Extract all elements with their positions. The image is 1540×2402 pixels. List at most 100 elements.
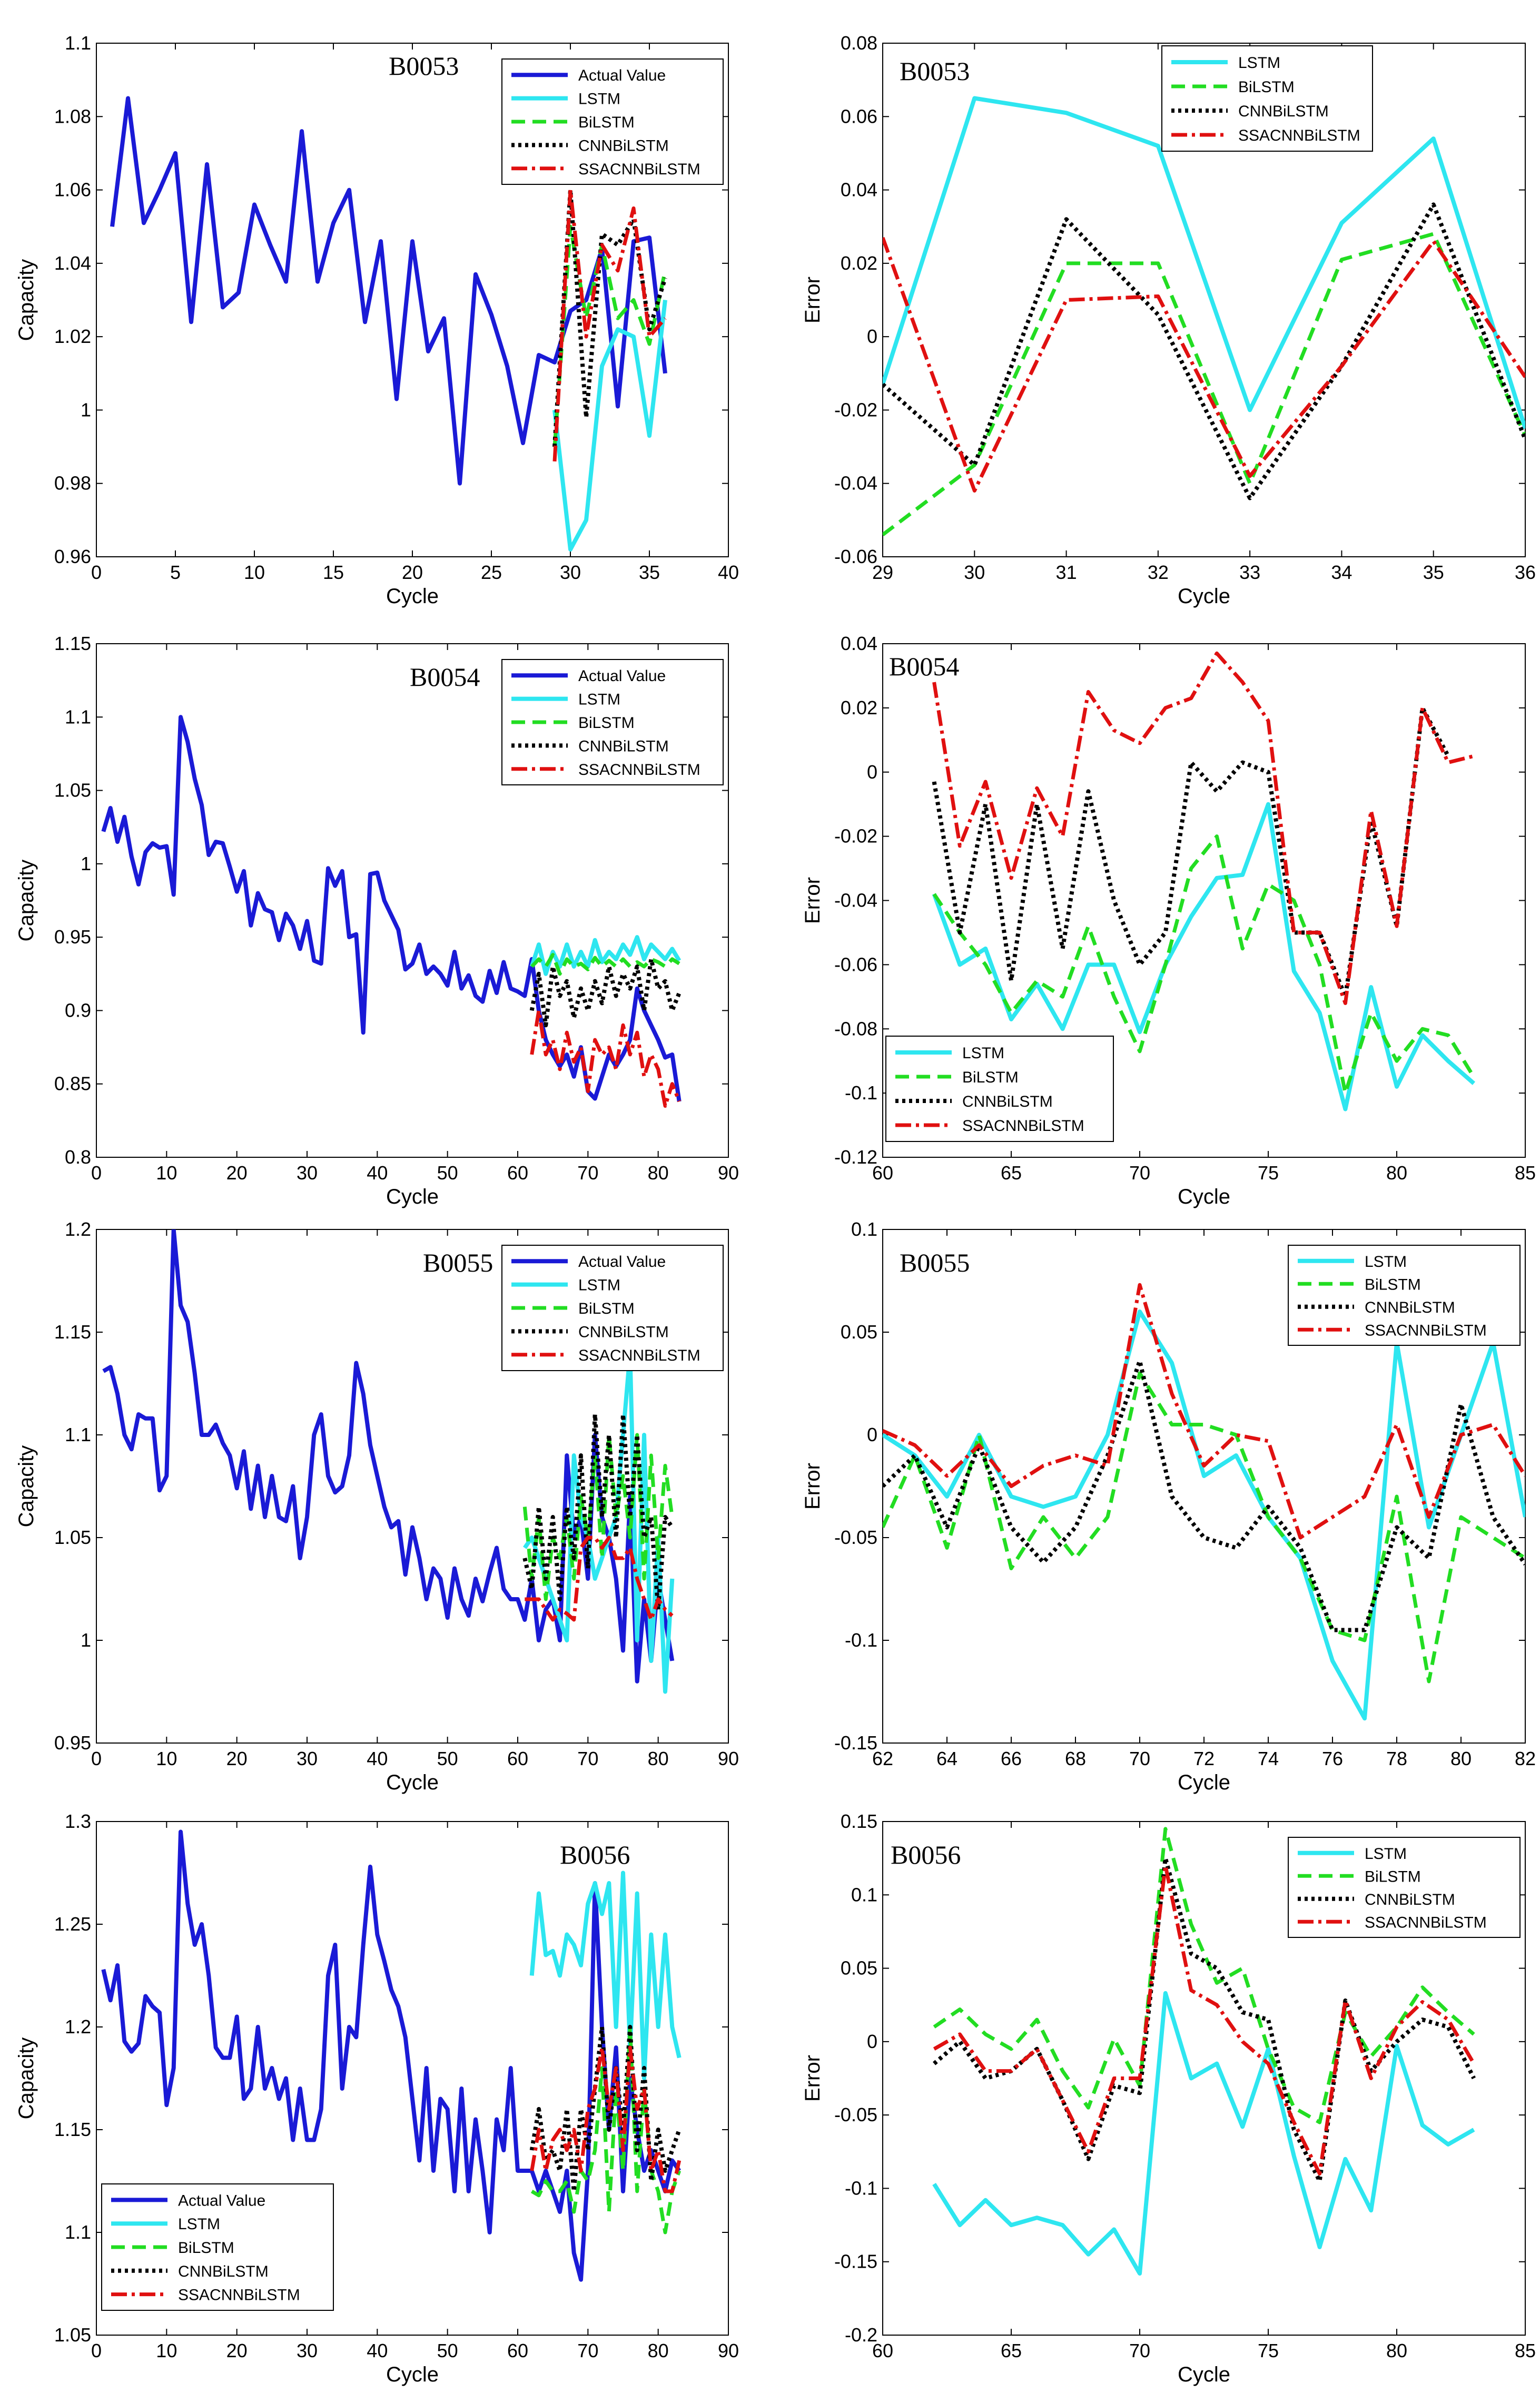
b0053-error-title: B0053 <box>900 56 970 86</box>
b0055-capacity-xtick-label: 90 <box>718 1748 739 1769</box>
b0056-capacity-xtick-label: 0 <box>91 2340 102 2361</box>
b0054-capacity-xtick-label: 0 <box>91 1162 102 1184</box>
b0054-error-xtick-label: 75 <box>1258 1162 1279 1184</box>
b0053-capacity-plot-area <box>110 96 667 552</box>
b0053-error-x-axis-label: Cycle <box>1178 585 1230 608</box>
b0053-capacity-xtick-label: 0 <box>91 562 102 583</box>
b0055-capacity-series-bilstm <box>522 1433 674 1601</box>
b0056-capacity-ytick-label: 1.05 <box>54 2324 91 2346</box>
b0053-capacity-title: B0053 <box>389 51 459 81</box>
b0056-error-legend-label: CNNBiLSTM <box>1365 1891 1455 1908</box>
b0054-error-panel: 60 65 70 75 80 85 -0.12 -0.1 -0.08 -0.06 -0.04 -0.0… <box>801 633 1536 1208</box>
b0055-capacity-x-axis-label: Cycle <box>386 1771 439 1794</box>
b0053-capacity-ytick-label: 0.98 <box>54 472 91 494</box>
b0054-capacity-series-bilstm <box>530 953 680 976</box>
b0055-capacity-xtick-label: 10 <box>156 1748 177 1769</box>
b0056-capacity-plot-area <box>101 1829 682 2282</box>
b0054-capacity-ytick-label: 0.9 <box>65 999 91 1021</box>
b0054-error-xtick-label: 70 <box>1129 1162 1150 1184</box>
b0055-error-legend: LSTM BiLSTM CNNBiLSTM SSACNNBiLSTM <box>1288 1245 1521 1346</box>
b0056-error-series-bilstm <box>933 1827 1475 2124</box>
b0053-error-y-axis-label: Error <box>801 277 824 323</box>
b0055-error-ytick-label: -0.1 <box>845 1629 877 1651</box>
b0053-error-xtick-label: 32 <box>1148 562 1169 583</box>
b0053-capacity-xtick-label: 40 <box>718 562 739 583</box>
b0053-error-legend-label: SSACNNBiLSTM <box>1238 127 1360 144</box>
b0056-capacity-ytick-label: 1.25 <box>54 1913 91 1935</box>
b0053-error-legend: LSTM BiLSTM CNNBiLSTM SSACNNBiLSTM <box>1161 45 1373 152</box>
b0055-error-xtick-label: 74 <box>1258 1748 1279 1769</box>
b0056-capacity-xtick-label: 10 <box>156 2340 177 2361</box>
b0056-error-legend: LSTM BiLSTM CNNBiLSTM SSACNNBiLSTM <box>1288 1837 1521 1938</box>
b0053-capacity-xtick-label: 20 <box>402 562 423 583</box>
b0054-capacity-xtick-label: 70 <box>577 1162 598 1184</box>
b0053-capacity-legend-label: BiLSTM <box>578 114 635 131</box>
b0055-error-ytick-label: 0.05 <box>841 1321 877 1343</box>
b0056-capacity-series-bilstm <box>530 2025 682 2234</box>
b0056-capacity-xtick-label: 90 <box>718 2340 739 2361</box>
b0055-capacity-y-axis-label: Capacity <box>15 1445 38 1528</box>
b0054-capacity-legend-label: SSACNNBiLSTM <box>578 761 700 779</box>
b0056-capacity-ytick-label: 1.2 <box>65 2016 91 2037</box>
b0055-error-xtick-label: 62 <box>872 1748 893 1769</box>
b0054-capacity-xtick-label: 90 <box>718 1162 739 1184</box>
b0054-error-xtick-label: 85 <box>1515 1162 1536 1184</box>
b0055-error-xtick-label: 72 <box>1193 1748 1215 1769</box>
b0054-capacity-ytick-label: 1.1 <box>65 706 91 727</box>
b0055-capacity-series-ssacnnbilstm <box>525 1535 674 1622</box>
b0055-capacity-xtick-label: 20 <box>226 1748 248 1769</box>
b0054-error-xtick-label: 80 <box>1386 1162 1407 1184</box>
b0053-capacity-legend-label: CNNBiLSTM <box>578 137 669 154</box>
b0053-capacity-xtick-label: 5 <box>170 562 181 583</box>
b0056-error-ytick-label: 0.1 <box>851 1884 877 1905</box>
b0053-capacity-y-axis-label: Capacity <box>15 259 38 341</box>
b0053-error-panel: 29 30 31 32 33 34 35 36 -0.06 -0.04 -0.02 0 0.02 0.04… <box>801 32 1536 608</box>
b0054-capacity-xtick-label: 60 <box>507 1162 528 1184</box>
b0056-capacity-xtick-label: 70 <box>577 2340 598 2361</box>
b0054-error-legend: LSTM BiLSTM CNNBiLSTM SSACNNBiLSTM <box>885 1036 1114 1142</box>
b0053-capacity-series-ssacnnbilstm <box>552 188 667 462</box>
b0056-capacity-title: B0056 <box>560 1840 630 1869</box>
b0055-capacity-xtick-label: 30 <box>297 1748 318 1769</box>
b0056-capacity-panel: 0 10 20 30 40 50 60 70 80 90 1.05 1.1 1.15 1.2 1.25 1.3… <box>15 1810 739 2386</box>
b0053-capacity-x-axis-label: Cycle <box>386 585 439 608</box>
b0054-capacity-xtick-label: 40 <box>367 1162 388 1184</box>
b0056-error-xtick-label: 85 <box>1515 2340 1536 2361</box>
b0056-error-legend-label: LSTM <box>1365 1845 1407 1863</box>
b0054-capacity-y-axis-label: Capacity <box>15 860 38 942</box>
b0056-error-series-ssacnnbilstm <box>933 1864 1476 2176</box>
b0055-capacity-legend-label: Actual Value <box>578 1253 666 1271</box>
b0055-capacity-xtick-label: 80 <box>648 1748 669 1769</box>
b0053-error-xtick-label: 36 <box>1515 562 1536 583</box>
b0054-error-ytick-label: -0.04 <box>834 890 877 911</box>
b0055-error-plot-area <box>883 1283 1525 1721</box>
b0055-capacity-legend-label: BiLSTM <box>578 1300 635 1317</box>
b0054-capacity-ytick-label: 0.85 <box>54 1073 91 1095</box>
b0053-error-legend-label: CNNBiLSTM <box>1238 103 1329 120</box>
b0055-capacity-ytick-label: 1 <box>81 1629 91 1651</box>
b0053-capacity-xtick-label: 35 <box>639 562 660 583</box>
b0055-error-xtick-label: 78 <box>1386 1748 1407 1769</box>
b0053-capacity-legend-label: LSTM <box>578 91 620 108</box>
b0055-error-legend-label: SSACNNBiLSTM <box>1365 1322 1487 1339</box>
b0053-error-series-cnnbilstm <box>883 202 1525 500</box>
b0056-error-xtick-label: 60 <box>872 2340 893 2361</box>
b0054-capacity-legend-label: BiLSTM <box>578 714 635 732</box>
b0053-error-legend-label: LSTM <box>1238 54 1280 72</box>
b0054-capacity-xtick-label: 80 <box>648 1162 669 1184</box>
b0053-capacity-xtick-label: 30 <box>560 562 581 583</box>
b0056-capacity-series-ssacnnbilstm <box>530 2045 682 2193</box>
b0055-error-ytick-label: -0.05 <box>834 1527 877 1548</box>
b0055-error-series-ssacnnbilstm <box>883 1283 1525 1540</box>
b0055-capacity-xtick-label: 0 <box>91 1748 102 1769</box>
b0056-capacity-xtick-label: 50 <box>437 2340 458 2361</box>
b0054-capacity-panel: 0 10 20 30 40 50 60 70 80 90 0.8 0.85 0.9 0.95 1 1.05 1.… <box>15 633 739 1208</box>
b0056-error-xtick-label: 75 <box>1258 2340 1279 2361</box>
b0054-error-title: B0054 <box>889 652 959 681</box>
b0053-error-plot-area <box>883 96 1525 536</box>
b0054-capacity-series-ssacnnbilstm <box>530 1008 681 1108</box>
b0053-error-xtick-label: 33 <box>1239 562 1260 583</box>
b0056-error-xtick-label: 80 <box>1386 2340 1407 2361</box>
b0054-error-plot-area <box>932 651 1476 1111</box>
